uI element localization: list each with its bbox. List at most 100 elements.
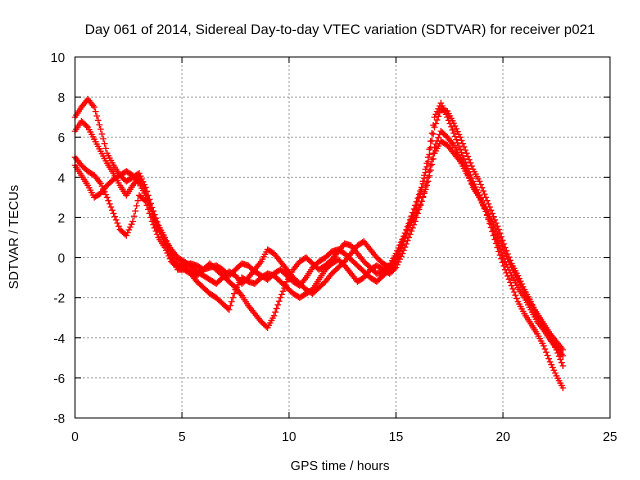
data-point — [100, 135, 107, 143]
data-point — [499, 259, 506, 266]
data-point — [419, 194, 427, 201]
data-point — [150, 211, 157, 218]
chart-title: Day 061 of 2014, Sidereal Day-to-day VTE… — [85, 21, 595, 37]
data-point — [102, 145, 110, 152]
data-point — [111, 213, 119, 220]
data-point — [128, 221, 135, 228]
data-point — [426, 172, 433, 179]
axis-ticks: 0 5 10 15 20 25 -8 -6 -4 -2 0 2 4 6 8 10 — [51, 50, 618, 444]
data-point — [480, 187, 487, 195]
data-point — [500, 262, 508, 270]
x-axis-label: GPS time / hours — [291, 458, 390, 473]
data-point — [458, 149, 465, 156]
data-point — [130, 213, 138, 220]
y-tick-label: -6 — [53, 371, 65, 386]
data-point — [467, 159, 474, 167]
data-point — [124, 229, 131, 236]
data-point — [512, 292, 519, 299]
y-tick-label: 8 — [58, 90, 65, 105]
data-point — [430, 121, 437, 129]
data-point — [401, 243, 409, 251]
data-point — [112, 216, 120, 224]
data-point — [478, 184, 486, 191]
data-point — [394, 261, 401, 268]
data-point — [105, 197, 112, 204]
data-point — [503, 269, 510, 276]
data-point — [492, 227, 500, 235]
data-point — [440, 105, 447, 112]
data-point — [427, 166, 434, 174]
data-point — [462, 158, 469, 166]
data-point — [559, 362, 567, 370]
y-tick-label: -8 — [53, 411, 65, 426]
data-point — [430, 155, 437, 163]
data-point — [491, 236, 499, 243]
data-point — [496, 237, 504, 244]
data-point — [442, 111, 450, 118]
data-point — [227, 302, 234, 309]
data-point — [448, 123, 455, 130]
x-tick-label: 20 — [496, 429, 510, 444]
data-point — [543, 349, 550, 356]
data-point — [459, 140, 466, 147]
data-point — [414, 194, 422, 202]
data-point — [544, 352, 551, 359]
data-point — [415, 191, 423, 198]
data-point — [273, 305, 280, 312]
data-point — [444, 113, 451, 121]
data-point — [468, 162, 475, 170]
data-point — [433, 108, 441, 115]
data-point — [418, 184, 425, 191]
data-point — [405, 234, 413, 241]
data-point — [426, 146, 433, 153]
series-track-2 — [71, 117, 567, 360]
data-point — [164, 249, 171, 257]
series-track-4 — [71, 138, 567, 354]
data-point — [424, 178, 432, 185]
data-point — [146, 201, 153, 209]
y-tick-label: 6 — [58, 130, 65, 145]
data-point — [404, 237, 411, 244]
data-point — [489, 210, 496, 217]
data-point — [166, 255, 174, 262]
y-tick-label: 0 — [58, 251, 65, 266]
data-point — [279, 288, 287, 295]
data-point — [142, 192, 149, 199]
data-point — [412, 212, 419, 219]
y-tick-label: -2 — [53, 291, 65, 306]
data-point — [394, 251, 401, 258]
data-point — [422, 186, 429, 193]
plot-frame — [74, 56, 611, 419]
data-point — [505, 258, 513, 266]
data-point — [418, 198, 425, 205]
data-point — [272, 308, 279, 316]
data-point — [508, 282, 515, 289]
data-point — [509, 285, 517, 293]
data-point — [417, 187, 424, 195]
data-point — [453, 136, 460, 143]
data-point — [96, 121, 103, 128]
data-point — [415, 203, 423, 211]
data-point — [445, 117, 452, 124]
data-point — [421, 190, 428, 197]
data-point — [549, 364, 556, 371]
data-point — [423, 160, 431, 167]
data-point — [490, 232, 497, 239]
data-point — [464, 153, 472, 160]
data-point — [392, 254, 400, 261]
data-point — [228, 298, 235, 305]
data-point — [127, 223, 134, 231]
data-point — [397, 241, 405, 248]
data-point — [424, 154, 432, 161]
data-point — [275, 298, 283, 305]
data-point — [504, 272, 511, 280]
x-tick-label: 25 — [603, 429, 617, 444]
data-point — [455, 142, 463, 150]
data-point — [476, 178, 483, 185]
data-point — [110, 210, 117, 217]
data-point — [147, 205, 154, 212]
data-point — [413, 209, 420, 216]
data-point — [107, 203, 115, 211]
data-point — [406, 231, 414, 238]
